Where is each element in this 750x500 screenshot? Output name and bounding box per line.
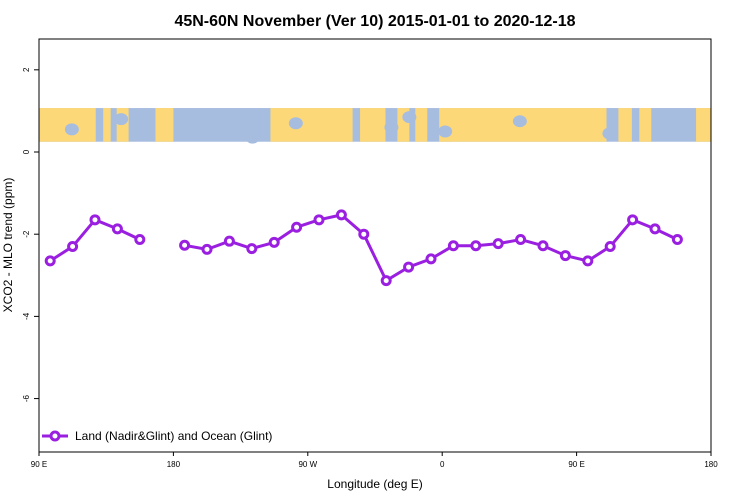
chart-title: 45N-60N November (Ver 10) 2015-01-01 to … <box>174 13 575 30</box>
map-coast-notch <box>173 127 188 140</box>
y-tick-label: 2 <box>22 67 31 72</box>
map-land <box>360 108 386 142</box>
x-axis-label: Longitude (deg E) <box>327 477 422 491</box>
world-map-band <box>39 108 711 144</box>
map-land <box>103 108 111 142</box>
y-tick-label: -4 <box>22 312 31 320</box>
data-point <box>246 243 258 255</box>
data-point <box>627 214 639 226</box>
data-point <box>291 221 303 233</box>
x-tick-label: 90 E <box>31 460 47 469</box>
data-point <box>111 223 123 235</box>
map-land <box>696 108 711 142</box>
plot-frame <box>38 38 712 453</box>
data-point <box>492 238 504 250</box>
x-tick-label: 0 <box>440 460 445 469</box>
y-tick-label: -6 <box>22 394 31 402</box>
data-point <box>649 223 661 235</box>
data-point <box>559 250 571 262</box>
map-land <box>397 108 410 142</box>
data-point <box>223 235 235 247</box>
data-point <box>447 240 459 252</box>
data-point <box>470 240 482 252</box>
map-coast-notch <box>384 121 399 134</box>
data-point <box>537 240 549 252</box>
x-tick-label: 90 W <box>298 460 317 469</box>
data-point <box>425 253 437 265</box>
data-point <box>67 241 79 253</box>
series-layer <box>44 209 683 287</box>
data-point <box>403 261 415 273</box>
data-point <box>335 209 347 221</box>
data-point <box>380 275 392 287</box>
x-tick-label: 90 E <box>568 460 584 469</box>
series-line <box>184 213 679 283</box>
data-point <box>358 228 370 240</box>
x-axis: 90 E 180 90 W 0 90 E 180 <box>31 452 718 469</box>
map-coast-notch <box>656 113 671 126</box>
data-point <box>313 214 325 226</box>
data-point <box>44 255 56 267</box>
map-coast-notch <box>438 125 453 138</box>
map-land <box>155 108 174 142</box>
data-point <box>515 234 527 246</box>
y-axis-label: XCO2 - MLO trend (ppm) <box>1 178 15 313</box>
data-point <box>134 234 146 246</box>
map-coast-notch <box>114 113 129 126</box>
map-land <box>270 108 353 142</box>
data-point <box>179 239 191 251</box>
y-tick-label: -2 <box>22 230 31 238</box>
map-coast-notch <box>402 111 417 124</box>
map-coast-notch <box>288 117 303 130</box>
x-tick-label: 180 <box>704 460 718 469</box>
map-coast-notch <box>602 127 617 140</box>
data-point <box>201 243 213 255</box>
data-point <box>582 255 594 267</box>
legend-label: Land (Nadir&Glint) and Ocean (Glint) <box>75 429 272 443</box>
map-land <box>415 108 428 142</box>
data-point <box>604 241 616 253</box>
series-line <box>49 218 141 263</box>
y-axis: 2 0 -2 -4 -6 <box>22 67 39 402</box>
x-tick-label: 180 <box>167 460 181 469</box>
data-point <box>268 236 280 248</box>
map-land <box>618 108 632 142</box>
map-coast-notch <box>662 125 677 138</box>
map-coast-notch <box>245 131 260 144</box>
data-point <box>671 234 683 246</box>
legend: Land (Nadir&Glint) and Ocean (Glint) <box>42 429 272 443</box>
map-coast-notch <box>512 115 527 128</box>
map-land <box>639 108 652 142</box>
map-coast-notch <box>64 123 79 136</box>
y-tick-label: 0 <box>22 149 31 154</box>
legend-marker-swatch <box>49 430 61 442</box>
data-point <box>89 214 101 226</box>
